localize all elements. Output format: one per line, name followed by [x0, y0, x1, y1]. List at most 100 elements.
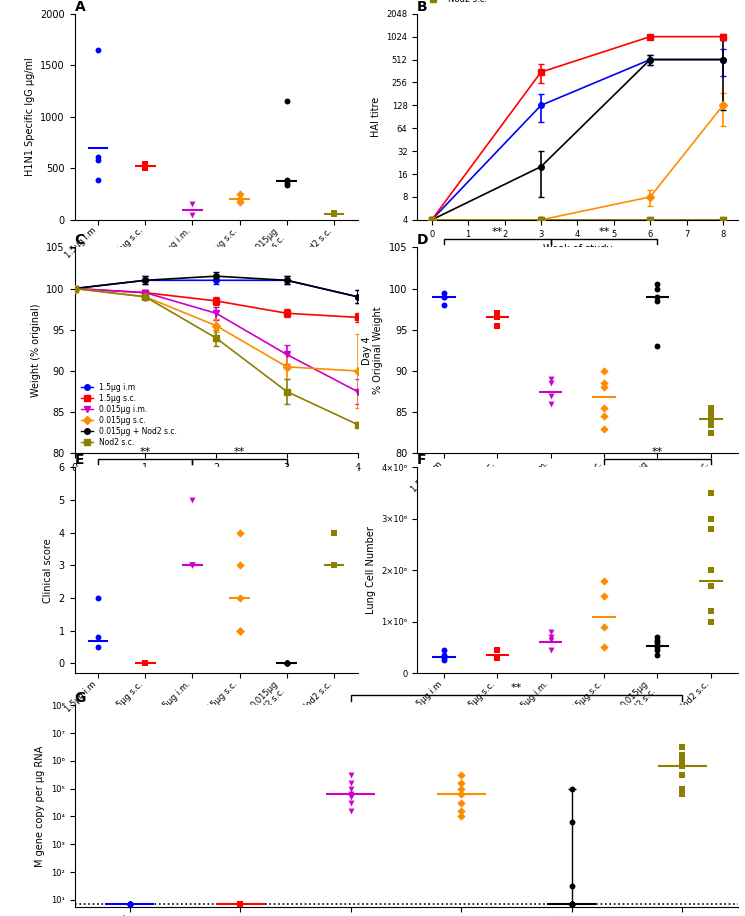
- Point: [676, 754, 688, 769]
- Point: [124, 897, 136, 911]
- Point: [186, 207, 198, 222]
- Point: [139, 157, 151, 171]
- Point: [492, 643, 504, 658]
- Point: [492, 650, 504, 665]
- Y-axis label: Day 4
% Original Weight: Day 4 % Original Weight: [362, 307, 384, 394]
- Point: [92, 630, 104, 645]
- Point: [92, 591, 104, 605]
- Text: C: C: [74, 234, 85, 247]
- Point: [92, 149, 104, 164]
- Point: [124, 897, 136, 911]
- Point: [328, 206, 340, 221]
- Point: [676, 740, 688, 755]
- Point: [345, 790, 357, 804]
- Point: [124, 897, 136, 911]
- Point: [234, 624, 246, 638]
- Point: [705, 401, 717, 416]
- Text: **: **: [511, 683, 522, 693]
- Point: [705, 426, 717, 441]
- Point: [92, 153, 104, 168]
- Y-axis label: M gene copy per µg RNA: M gene copy per µg RNA: [35, 746, 45, 867]
- Point: [281, 656, 293, 671]
- Point: [492, 650, 504, 665]
- Point: [234, 192, 246, 207]
- Point: [345, 776, 357, 791]
- Point: [565, 878, 577, 893]
- Point: [705, 413, 717, 428]
- Point: [234, 897, 246, 911]
- Point: [598, 573, 610, 588]
- Point: [455, 795, 467, 810]
- Point: [92, 639, 104, 654]
- Point: [598, 409, 610, 424]
- Point: [234, 624, 246, 638]
- Point: [492, 319, 504, 333]
- Point: [676, 768, 688, 782]
- Text: D: D: [417, 234, 428, 247]
- Point: [186, 558, 198, 572]
- Y-axis label: H1N1 Specific IgG µg/ml: H1N1 Specific IgG µg/ml: [25, 58, 34, 176]
- Text: E: E: [74, 453, 84, 467]
- Point: [455, 781, 467, 796]
- Point: [139, 656, 151, 671]
- Point: [676, 759, 688, 774]
- Point: [438, 289, 450, 304]
- Point: [455, 809, 467, 823]
- Point: [565, 897, 577, 911]
- Point: [651, 294, 663, 309]
- Point: [598, 640, 610, 655]
- Point: [139, 656, 151, 671]
- Point: [545, 630, 557, 645]
- Point: [438, 650, 450, 665]
- Point: [651, 630, 663, 645]
- Point: [234, 897, 246, 911]
- Text: **: **: [234, 447, 245, 457]
- Point: [234, 591, 246, 605]
- Point: [92, 172, 104, 187]
- Point: [676, 781, 688, 796]
- Point: [455, 768, 467, 782]
- Point: [328, 525, 340, 540]
- Point: [676, 787, 688, 802]
- Point: [545, 643, 557, 658]
- Point: [651, 643, 663, 658]
- Point: [705, 413, 717, 428]
- Point: [281, 656, 293, 671]
- Point: [438, 648, 450, 662]
- Point: [705, 409, 717, 424]
- Point: [438, 653, 450, 668]
- Point: [651, 289, 663, 304]
- Point: [281, 656, 293, 671]
- Point: [139, 656, 151, 671]
- Point: [186, 558, 198, 572]
- Legend: 1.5µg i.m, 1.5µg s.c., 0.015µg i.m., 0.015µg s.c., 0.015µg
+ Nod2 s.c., Nod2 s.c: 1.5µg i.m, 1.5µg s.c., 0.015µg i.m., 0.0…: [422, 0, 504, 7]
- Point: [598, 380, 610, 395]
- Point: [545, 625, 557, 639]
- Point: [565, 897, 577, 911]
- Point: [139, 161, 151, 176]
- Point: [545, 632, 557, 647]
- Point: [705, 511, 717, 526]
- Text: **: **: [598, 227, 609, 237]
- Point: [281, 656, 293, 671]
- Point: [565, 897, 577, 911]
- Point: [139, 656, 151, 671]
- Point: [328, 558, 340, 572]
- Point: [234, 897, 246, 911]
- Legend: 1.5µg i.m, 1.5µg s.c., 0.015µg i.m., 0.015µg s.c., 0.015µg + Nod2 s.c., Nod2 s.c: 1.5µg i.m, 1.5µg s.c., 0.015µg i.m., 0.0…: [78, 380, 180, 450]
- Point: [705, 562, 717, 578]
- Point: [651, 278, 663, 292]
- Point: [124, 897, 136, 911]
- Point: [234, 195, 246, 210]
- Point: [651, 339, 663, 354]
- Point: [565, 897, 577, 911]
- Point: [281, 172, 293, 187]
- Point: [328, 558, 340, 572]
- Point: [345, 787, 357, 802]
- Point: [438, 289, 450, 304]
- Point: [345, 768, 357, 782]
- Y-axis label: Lung Cell Number: Lung Cell Number: [366, 527, 375, 614]
- Point: [124, 897, 136, 911]
- Point: [651, 632, 663, 647]
- Point: [186, 558, 198, 572]
